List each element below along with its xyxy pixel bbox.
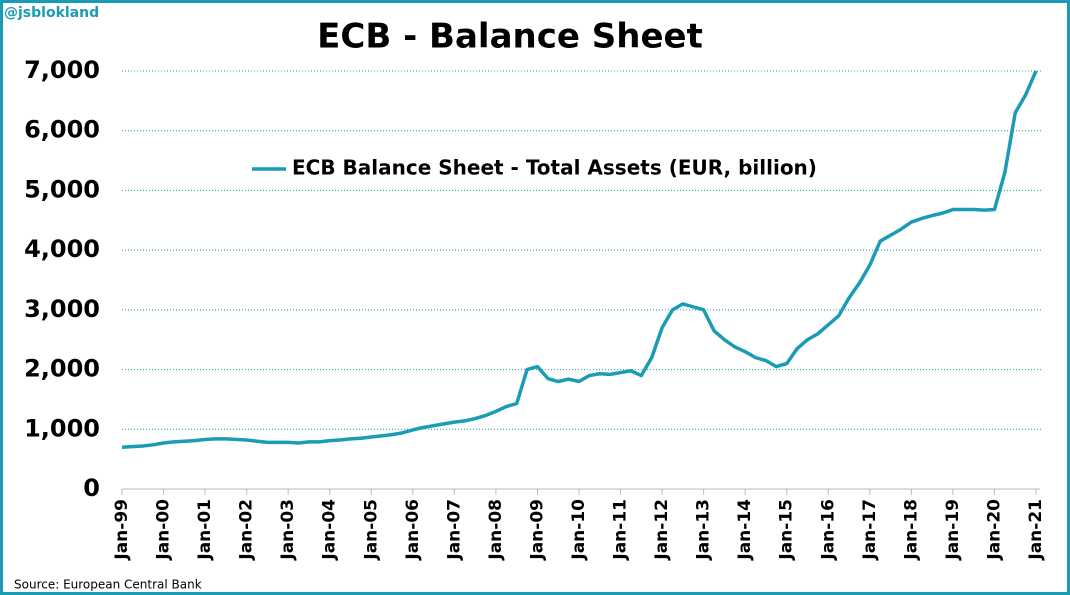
x-tick-label: Jan-00 <box>154 499 174 561</box>
x-tick-label: Jan-12 <box>652 499 672 561</box>
y-tick-label: 0 <box>83 474 100 502</box>
y-tick-label: 3,000 <box>24 295 100 323</box>
source: Source: European Central Bank <box>14 578 202 592</box>
x-tick-label: Jan-01 <box>195 499 215 561</box>
line <box>121 70 1038 449</box>
legend-label: ECB Balance Sheet - Total Assets (EUR, b… <box>292 156 817 180</box>
y-tick-label: 5,000 <box>24 175 100 203</box>
x-tick-label: Jan-21 <box>1026 499 1046 561</box>
x-tick-label: Jan-19 <box>943 499 963 561</box>
x-tick-label: Jan-99 <box>112 499 132 561</box>
y-tick-label: 7,000 <box>24 56 100 84</box>
x-tick-label: Jan-03 <box>278 499 298 561</box>
x-tick-label: Jan-15 <box>777 499 797 561</box>
x-tick-label: Jan-10 <box>569 499 589 561</box>
x-tick-label: Jan-08 <box>486 499 506 561</box>
chart-title: ECB - Balance Sheet <box>317 17 703 57</box>
x-tick-label: Jan-20 <box>984 499 1004 561</box>
y-tick-label: 6,000 <box>24 116 100 144</box>
y-tick-label: 1,000 <box>24 414 100 442</box>
credit: @jsblokland <box>4 5 99 21</box>
y-tick-label: 2,000 <box>24 355 100 383</box>
x-tick-label: Jan-04 <box>320 499 340 561</box>
y-tick-label: 4,000 <box>24 235 100 263</box>
x-tick-label: Jan-13 <box>694 499 714 561</box>
x-tick-label: Jan-07 <box>444 499 464 561</box>
x-tick-label: Jan-14 <box>735 499 755 561</box>
x-tick-label: Jan-18 <box>901 499 921 561</box>
x-tick-label: Jan-06 <box>403 499 423 561</box>
x-tick-label: Jan-02 <box>237 499 257 561</box>
x-tick-label: Jan-17 <box>860 499 880 561</box>
x-tick-label: Jan-16 <box>818 499 838 561</box>
x-tick-label: Jan-09 <box>527 499 547 561</box>
x-tick-label: Jan-05 <box>361 499 381 561</box>
x-tick-label: Jan-11 <box>611 499 631 561</box>
